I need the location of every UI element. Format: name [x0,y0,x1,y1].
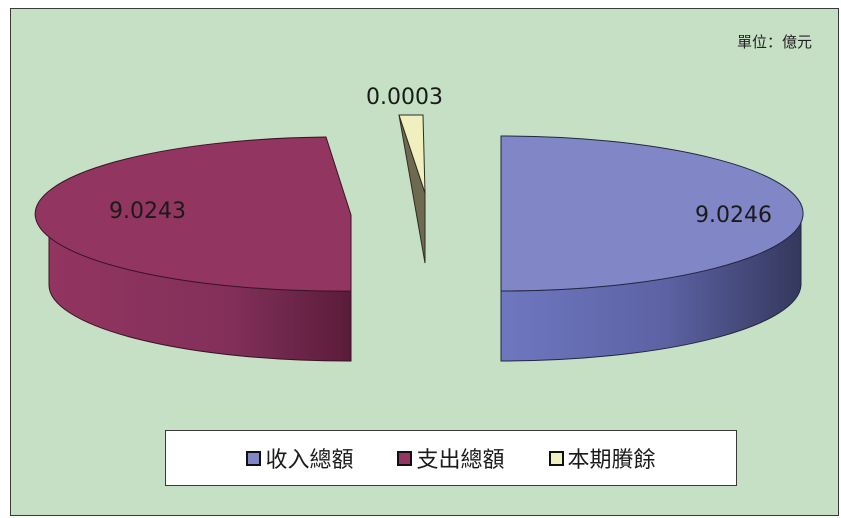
legend-item-income: 收入總額 [246,442,353,474]
chart-area: 單位：億元 9.0243 9.0246 0.0003 [10,8,839,516]
legend-item-surplus: 本期賸餘 [548,442,656,474]
legend: 收入總額 支出總額 本期賸餘 [165,430,737,486]
legend-swatch-surplus [548,450,564,466]
legend-label-income: 收入總額 [265,448,354,473]
legend-label-surplus: 本期賸餘 [567,448,656,473]
legend-swatch-expense [397,450,413,466]
legend-swatch-income [246,450,262,466]
data-label-income: 9.0246 [695,203,772,228]
legend-label-expense: 支出總額 [416,448,505,473]
legend-item-expense: 支出總額 [397,442,505,474]
data-label-surplus: 0.0003 [366,85,443,110]
data-label-expense: 9.0243 [109,199,186,224]
unit-label: 單位：億元 [736,33,812,51]
pie-chart: 9.0243 9.0246 0.0003 [34,85,804,362]
slice-top-surplus [398,114,426,194]
slice-top-expense [34,136,352,292]
slice-top-income [500,135,804,292]
